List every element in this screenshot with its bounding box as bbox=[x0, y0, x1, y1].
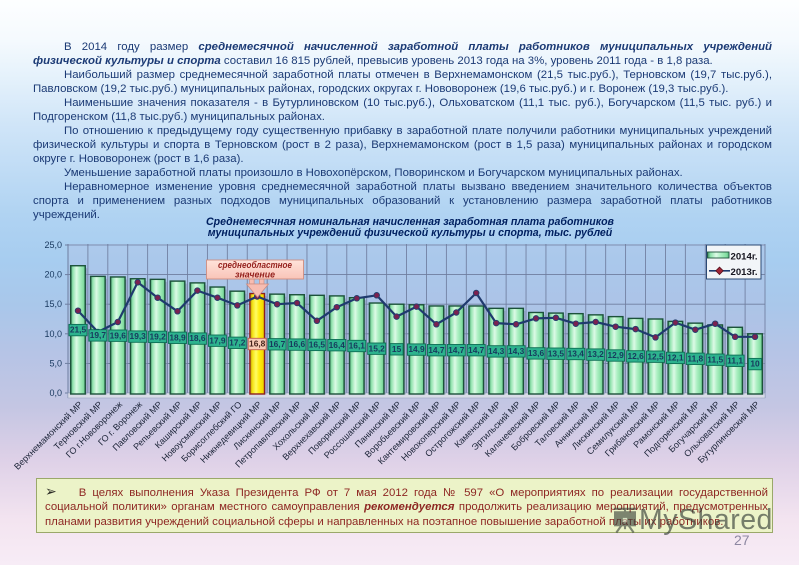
svg-text:12,5: 12,5 bbox=[647, 351, 664, 361]
svg-text:16,7: 16,7 bbox=[269, 339, 286, 349]
svg-text:20,0: 20,0 bbox=[44, 270, 62, 280]
svg-text:2014г.: 2014г. bbox=[731, 251, 758, 262]
svg-text:17,2: 17,2 bbox=[229, 337, 246, 347]
svg-text:13,2: 13,2 bbox=[588, 349, 605, 359]
svg-text:14,7: 14,7 bbox=[448, 345, 465, 355]
svg-text:16,5: 16,5 bbox=[309, 340, 326, 350]
svg-text:18,6: 18,6 bbox=[189, 333, 206, 343]
svg-text:14,7: 14,7 bbox=[428, 345, 445, 355]
svg-text:11,1: 11,1 bbox=[727, 355, 743, 365]
svg-text:15,2: 15,2 bbox=[369, 343, 386, 353]
svg-text:25,0: 25,0 bbox=[44, 240, 62, 250]
svg-text:19,7: 19,7 bbox=[90, 330, 107, 340]
svg-text:11,5: 11,5 bbox=[707, 354, 723, 364]
svg-text:12,9: 12,9 bbox=[607, 350, 624, 360]
svg-text:16,4: 16,4 bbox=[329, 340, 346, 350]
svg-text:0,0: 0,0 bbox=[49, 388, 62, 398]
svg-text:18,9: 18,9 bbox=[169, 332, 186, 342]
svg-text:16,8: 16,8 bbox=[249, 339, 266, 349]
svg-text:13,6: 13,6 bbox=[528, 348, 545, 358]
svg-text:19,3: 19,3 bbox=[130, 331, 147, 341]
svg-text:16,6: 16,6 bbox=[289, 339, 306, 349]
svg-text:13,5: 13,5 bbox=[548, 348, 565, 358]
svg-text:среднеобластное: среднеобластное bbox=[218, 260, 292, 270]
svg-text:5,0: 5,0 bbox=[49, 358, 62, 368]
svg-text:17,9: 17,9 bbox=[209, 335, 226, 345]
svg-text:11,8: 11,8 bbox=[687, 353, 703, 363]
svg-text:19,6: 19,6 bbox=[110, 330, 127, 340]
svg-text:14,3: 14,3 bbox=[488, 346, 505, 356]
svg-text:15,0: 15,0 bbox=[44, 299, 62, 309]
svg-text:10: 10 bbox=[750, 359, 760, 369]
svg-text:12,6: 12,6 bbox=[627, 351, 644, 361]
svg-text:13,4: 13,4 bbox=[568, 349, 585, 359]
svg-text:16,1: 16,1 bbox=[349, 341, 366, 351]
svg-text:значение: значение bbox=[235, 269, 275, 279]
svg-text:10,0: 10,0 bbox=[44, 329, 62, 339]
svg-text:14,7: 14,7 bbox=[468, 345, 485, 355]
svg-text:14,9: 14,9 bbox=[408, 344, 425, 354]
svg-text:19,2: 19,2 bbox=[149, 332, 166, 342]
svg-text:12,1: 12,1 bbox=[667, 353, 684, 363]
svg-text:14,3: 14,3 bbox=[508, 346, 525, 356]
svg-text:15: 15 bbox=[392, 344, 402, 354]
svg-text:21,5: 21,5 bbox=[70, 325, 87, 335]
svg-text:2013г.: 2013г. bbox=[731, 267, 758, 278]
